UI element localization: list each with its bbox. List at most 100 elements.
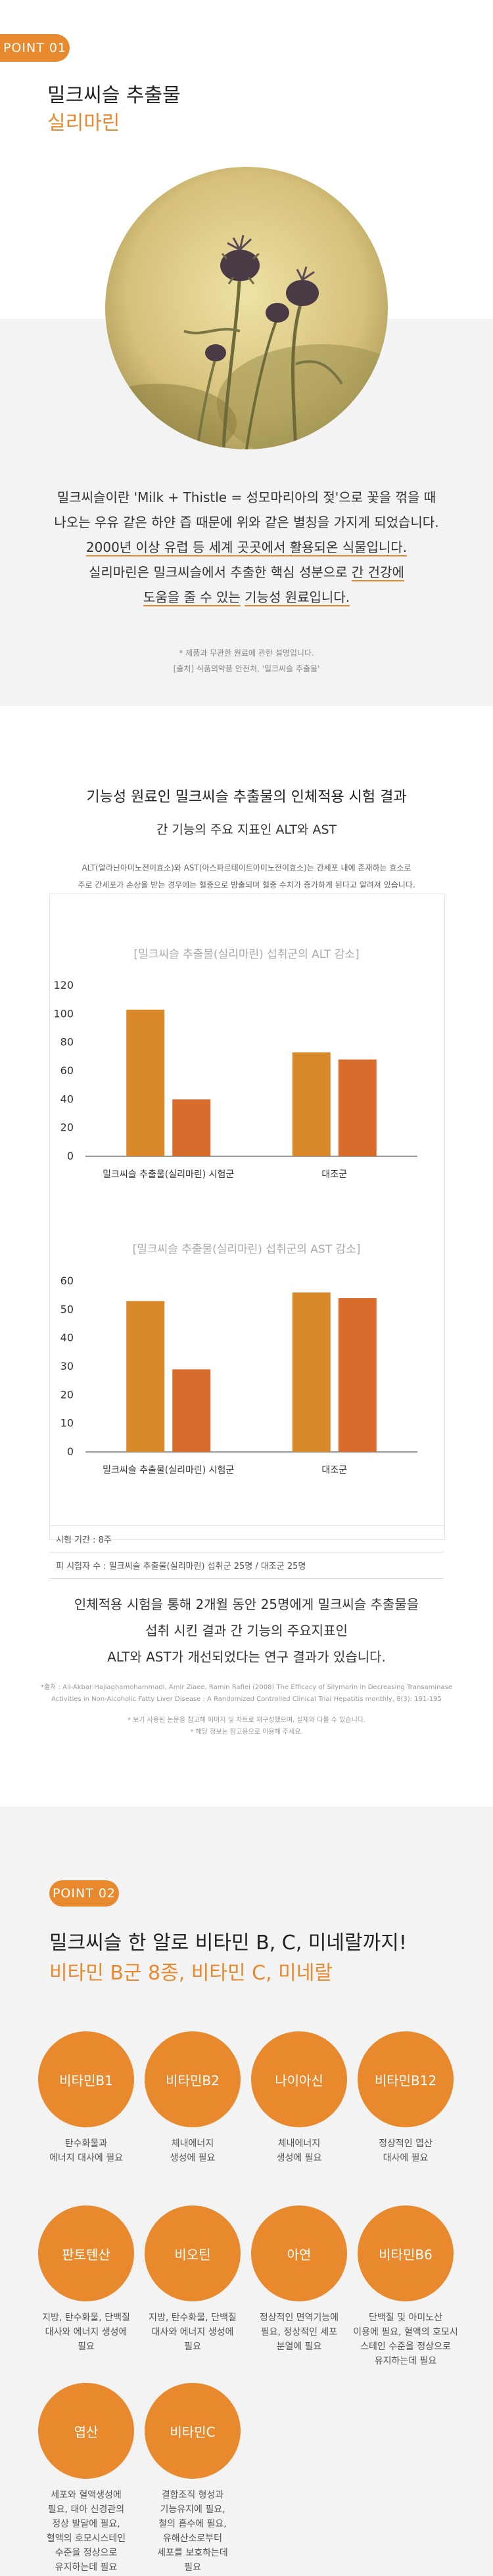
result-line-3: ALT와 AST가 개선되었다는 연구 결과가 있습니다. <box>107 1649 386 1665</box>
note-2: [출처] 식품의약품 안전처, '밀크씨슬 추출물' <box>173 664 320 673</box>
intro-paragraph: 밀크씨슬이란 'Milk + Thistle = 성모마리아의 젖'으로 꽃을 … <box>0 485 493 610</box>
nutrient-description-line: 체내에너지 <box>277 2138 321 2149</box>
y-tick-label: 20 <box>60 1388 74 1401</box>
point-01-subtitle: 실리마린 <box>47 112 120 135</box>
study-source: *출처 : Ali-Akbar Hajiaghamohammadi, Amir … <box>26 1682 467 1738</box>
nutrient-description-line: 대사에 필요 <box>383 2153 429 2163</box>
y-tick-label: 40 <box>60 1093 74 1105</box>
bar <box>338 1298 377 1452</box>
nutrient-description: 결합조직 형성과 기능유지에 필요, 철의 흡수에 필요, 유해산소로부터 세포를 보호… <box>140 2488 245 2575</box>
study-period: 시험 기간 : 8주 <box>49 1525 444 1552</box>
bar <box>292 1052 331 1156</box>
nutrient-description-line: 유지하는데 필요 <box>55 2562 118 2573</box>
intro-line-5a: 도움을 줄 수 있는 <box>143 589 241 605</box>
point-02-badge: POINT 02 <box>49 1880 119 1907</box>
nutrient-description: 지방, 탄수화물, 단백질 대사와 에너지 생성에 필요 <box>34 2311 139 2354</box>
nutrient-description-line: 필요 <box>184 2341 201 2352</box>
nutrient-circle: 엽산 <box>38 2383 134 2479</box>
y-tick-label: 40 <box>60 1332 74 1344</box>
bar <box>126 1301 165 1452</box>
y-tick-label: 50 <box>60 1303 74 1315</box>
notes: * 제품과 무관한 원료에 관한 설명입니다. [출처] 식품의약품 안전처, … <box>0 645 493 677</box>
bar <box>338 1059 377 1156</box>
point-01-badge: POINT 01 <box>0 34 70 62</box>
study-desc: ALT(알라닌아미노전이효소)와 AST(아스파르테이트아미노전이효소)는 간세… <box>0 859 493 893</box>
point-02-title: 밀크씨슬 한 알로 비타민 B, C, 미네랄까지! <box>49 1932 407 1955</box>
bar <box>172 1099 211 1156</box>
nutrient-description-line: 에너지 대사에 필요 <box>49 2153 123 2163</box>
alt-chart: 0 20 40 60 80 100 120 밀크씨슬 추출물(실리마린) 시험군 대조군 <box>53 979 417 1180</box>
nutrient-circle: 비타민B12 <box>358 2031 454 2127</box>
nutrient-description-line: 수준을 정상으로 <box>55 2548 118 2558</box>
intro-line-2: 나오는 우유 같은 하얀 즙 때문에 위와 같은 별칭을 가지게 되었습니다. <box>54 514 439 530</box>
study-info-table: 시험 기간 : 8주 피 시험자 수 : 밀크씨슬 추출물(실리마린) 섭취군 … <box>49 1525 444 1579</box>
intro-line-1: 밀크씨슬이란 'Milk + Thistle = 성모마리아의 젖'으로 꽃을 … <box>57 489 436 505</box>
point-02-subtitle: 비타민 B군 8종, 비타민 C, 미네랄 <box>49 1962 333 1985</box>
y-tick-label: 100 <box>53 1007 74 1020</box>
nutrient-description-line: 단백질 및 아미노산 <box>369 2313 442 2323</box>
nutrient-description-line: 필요, 태아 신경관의 <box>47 2504 125 2515</box>
nutrient-circle: 비타민C <box>145 2383 241 2479</box>
intro-line-4: 실리마린은 밀크씨슬에서 추출한 핵심 성분으로 간 건강에 <box>0 560 493 585</box>
nutrient-description-line: 필요 <box>78 2341 95 2352</box>
nutrient-description: 단백질 및 아미노산 이용에 필요, 혈액의 호모시 스테인 수준을 정상으로 유지하… <box>353 2311 458 2368</box>
source-2: Activities in Non-Alcoholic Fatty Liver … <box>51 1696 442 1703</box>
chart-1-title: [밀크씨슬 추출물(실리마린) 섭취군의 ALT 감소] <box>133 948 360 961</box>
y-tick-label: 30 <box>60 1360 74 1372</box>
x-category-label: 밀크씨슬 추출물(실리마린) 시험군 <box>103 1465 234 1476</box>
bar <box>172 1369 211 1452</box>
nutrient-circle: 판토텐산 <box>38 2205 134 2301</box>
nutrient-description-line: 정상적인 엽산 <box>379 2138 433 2149</box>
nutrient-circle: 비오틴 <box>145 2205 241 2301</box>
y-tick-label: 10 <box>60 1417 74 1430</box>
intro-line-4a: 실리마린은 밀크씨슬에서 추출한 핵심 성분으로 <box>89 564 348 580</box>
nutrient-description: 세포와 혈액생성에 필요, 태아 신경관의 정상 발달에 필요, 혈액의 호모시스테인… <box>34 2488 139 2575</box>
nutrient-description-line: 생성에 필요 <box>170 2153 216 2163</box>
nutrient-description-line: 결합조직 형성과 <box>161 2490 224 2500</box>
nutrient-description-line: 체내에너지 <box>171 2138 214 2149</box>
source-4: * 해당 정보는 참고용으로 이용해 주세요. <box>190 1729 303 1736</box>
nutrient-circle: 비타민B2 <box>145 2031 241 2127</box>
x-category-label: 대조군 <box>321 1169 347 1180</box>
source-3: * 보기 사용된 논문을 참고해 이미지 및 차트로 재구성했으며, 실제와 다… <box>127 1717 366 1724</box>
intro-line-4-highlight: 간 건강에 <box>351 564 404 580</box>
nutrient-circle: 비타민B1 <box>38 2031 134 2127</box>
ast-chart: 0 10 20 30 40 50 60 밀크씨슬 추출물(실리마린) 시험군 대조군 <box>60 1275 417 1476</box>
y-tick-label: 120 <box>53 979 74 991</box>
nutrient-circle: 비타민B6 <box>358 2205 454 2301</box>
nutrient-description-line: 유해산소로부터 <box>162 2533 223 2544</box>
y-tick-label: 20 <box>60 1121 74 1134</box>
y-tick-label: 80 <box>60 1036 74 1049</box>
nutrient-circle: 나이아신 <box>251 2031 347 2127</box>
note-1: * 제품과 무관한 원료에 관한 설명입니다. <box>179 648 314 658</box>
study-subtitle: 간 기능의 주요 지표인 ALT와 AST <box>156 823 337 837</box>
point-01-title: 밀크씨슬 추출물 <box>47 84 181 107</box>
nutrient-description-line: 지방, 탄수화물, 단백질 <box>149 2313 237 2323</box>
nutrient-description-line: 정상 발달에 필요, <box>52 2519 120 2529</box>
nutrient-description-line: 분열에 필요 <box>276 2341 322 2352</box>
source-1: *출처 : Ali-Akbar Hajiaghamohammadi, Amir … <box>40 1684 452 1691</box>
nutrient-description-line: 유지하는데 필요 <box>374 2356 437 2366</box>
nutrient-description-line: 정상적인 면역기능에 <box>259 2313 339 2323</box>
nutrient-description-line: 필요, 정상적인 세포 <box>260 2327 338 2338</box>
nutrient-description-line: 대사와 에너지 생성에 <box>151 2327 234 2338</box>
result-line-2: 섭취 시킨 결과 간 기능의 주요지표인 <box>145 1623 348 1638</box>
x-category-label: 밀크씨슬 추출물(실리마린) 시험군 <box>103 1169 234 1180</box>
nutrient-description-line: 필요 <box>184 2562 201 2573</box>
study-title: 기능성 원료인 밀크씨슬 추출물의 인체적용 시험 결과 <box>86 789 407 805</box>
nutrient-description-line: 기능유지에 필요, <box>160 2504 225 2515</box>
chart-box <box>49 893 445 1540</box>
bar <box>292 1292 331 1452</box>
nutrient-description-line: 스테인 수준을 정상으로 <box>360 2341 451 2352</box>
intro-line-5b: 기능성 원료입니다. <box>245 589 350 605</box>
nutrient-description-line: 세포와 혈액생성에 <box>51 2490 122 2500</box>
result-line-1: 인체적용 시험을 통해 2개월 동안 25명에게 밀크씨슬 추출물을 <box>74 1596 419 1612</box>
nutrient-description-line: 탄수화물과 <box>64 2138 108 2149</box>
nutrient-description: 체내에너지 생성에 필요 <box>246 2136 352 2165</box>
nutrient-circle: 아연 <box>251 2205 347 2301</box>
intro-line-3: 2000년 이상 유럽 등 세계 곳곳에서 활용되온 식물입니다. <box>0 535 493 560</box>
